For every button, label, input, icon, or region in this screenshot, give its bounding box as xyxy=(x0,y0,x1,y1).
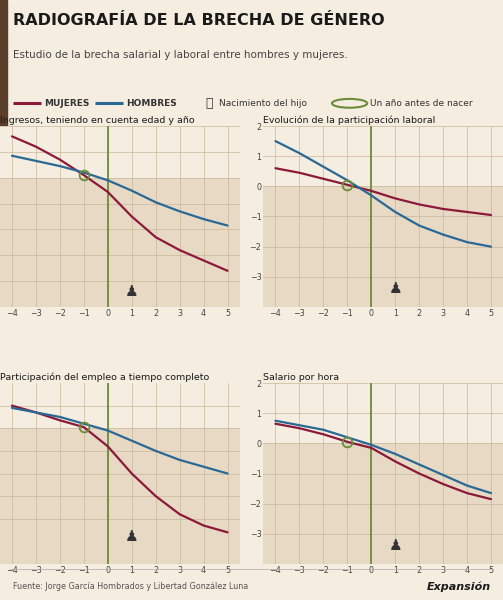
Text: HOMBRES: HOMBRES xyxy=(126,99,177,108)
Text: Expansión: Expansión xyxy=(427,581,490,592)
Text: Participación del empleo a tiempo completo: Participación del empleo a tiempo comple… xyxy=(0,372,209,382)
Text: Ingresos, teniendo en cuenta edad y año: Ingresos, teniendo en cuenta edad y año xyxy=(0,116,195,125)
Bar xyxy=(0,178,239,307)
Text: ♟: ♟ xyxy=(125,284,138,299)
Text: 🚶: 🚶 xyxy=(205,97,212,110)
Text: ♟: ♟ xyxy=(388,281,402,296)
Text: Un año antes de nacer: Un año antes de nacer xyxy=(370,99,472,108)
Bar xyxy=(264,187,503,307)
Text: Nacimiento del hijo: Nacimiento del hijo xyxy=(219,99,307,108)
Text: Salario por hora: Salario por hora xyxy=(264,373,340,382)
Bar xyxy=(0,0,7,126)
Text: ♟: ♟ xyxy=(388,538,402,553)
Text: RADIOGRAFÍA DE LA BRECHA DE GÉNERO: RADIOGRAFÍA DE LA BRECHA DE GÉNERO xyxy=(13,13,385,28)
Text: ♟: ♟ xyxy=(125,529,138,544)
Bar xyxy=(264,443,503,564)
Text: Estudio de la brecha salarial y laboral entre hombres y mujeres.: Estudio de la brecha salarial y laboral … xyxy=(13,50,348,61)
Text: Fuente: Jorge García Hombrados y Libertad González Luna: Fuente: Jorge García Hombrados y Liberta… xyxy=(13,582,248,591)
Bar xyxy=(0,428,239,564)
Text: MUJERES: MUJERES xyxy=(44,99,90,108)
Text: Evolución de la participación laboral: Evolución de la participación laboral xyxy=(264,115,436,125)
